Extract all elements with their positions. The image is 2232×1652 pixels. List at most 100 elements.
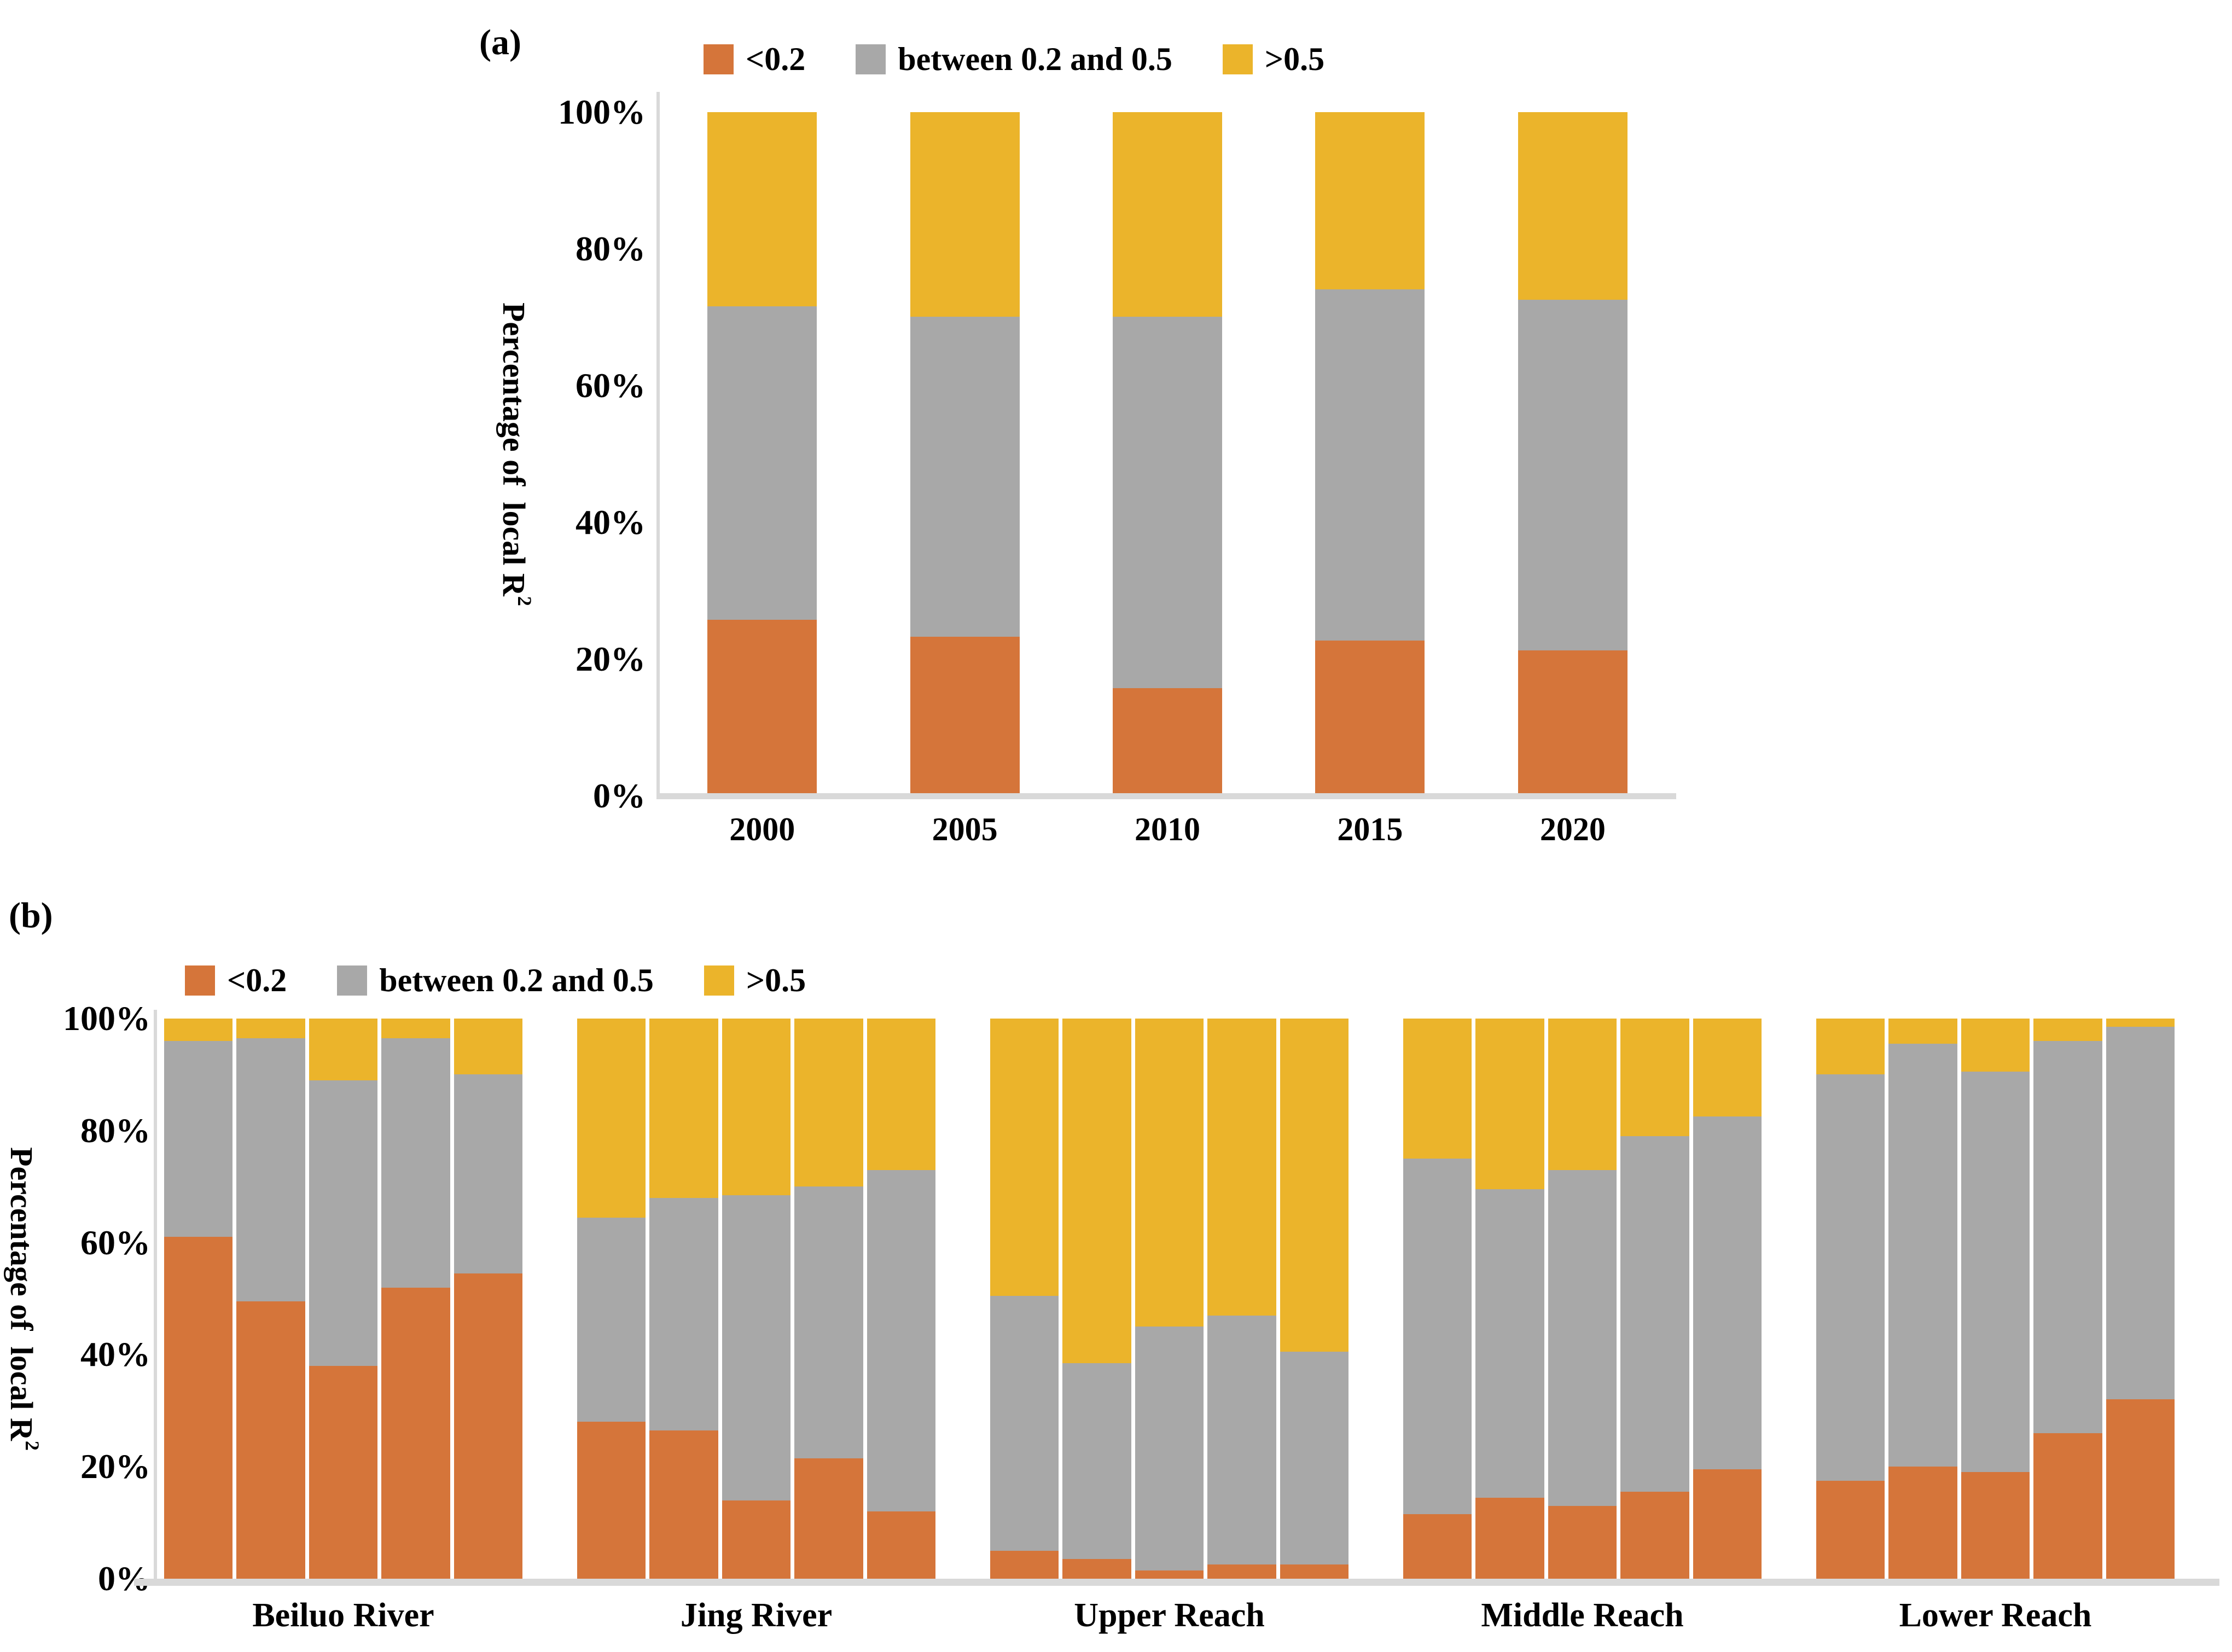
- group-label-upper-reach: Upper Reach: [1074, 1597, 1265, 1634]
- legend-label-lt02: <0.2: [227, 962, 287, 998]
- stacked-bar: [454, 1019, 523, 1579]
- stacked-bar: [1961, 1019, 2030, 1579]
- bar-slot-2000: [661, 112, 863, 794]
- bar-segment-lt02: [990, 1550, 1059, 1579]
- panel-b-legend: <0.2 between 0.2 and 0.5 >0.5: [185, 962, 806, 999]
- bar-segment-gt05: [867, 1019, 936, 1170]
- bar-segment-gt05: [309, 1019, 378, 1080]
- bar-segment-between: [1207, 1315, 1276, 1565]
- bar-segment-gt05: [794, 1019, 863, 1187]
- y-tick-label: 40%: [80, 1335, 150, 1374]
- x-tick-label-2015: 2015: [1337, 811, 1403, 847]
- bar-segment-between: [1548, 1170, 1617, 1506]
- bar-segment-gt05: [1518, 112, 1628, 300]
- bar-slot-2005: [863, 112, 1066, 794]
- bar-segment-lt02: [1062, 1559, 1131, 1579]
- group-label-middle-reach: Middle Reach: [1481, 1597, 1684, 1634]
- bar-segment-lt02: [1693, 1469, 1762, 1579]
- bar-segment-between: [454, 1074, 523, 1273]
- stacked-bar-2005: [910, 112, 1020, 794]
- panel-b-group-labels: Beiluo River Jing River Upper Reach Middle …: [164, 1596, 2175, 1635]
- bar-segment-lt02: [722, 1500, 791, 1579]
- legend-item-lt02: <0.2: [185, 962, 287, 999]
- bar-segment-between: [910, 316, 1020, 637]
- bar-segment-gt05: [707, 112, 817, 307]
- y-tick-label: 100%: [63, 999, 150, 1038]
- bar-segment-between: [722, 1195, 791, 1500]
- legend-label-between: between 0.2 and 0.5: [379, 962, 654, 998]
- bar-segment-between: [1062, 1363, 1131, 1560]
- panel-b-plot-area: [164, 1019, 2175, 1579]
- y-tick-label: 0%: [593, 776, 646, 815]
- bar-slot-2020: [1472, 112, 1674, 794]
- bar-segment-lt02: [794, 1458, 863, 1579]
- x-tick-label-2005: 2005: [932, 811, 998, 847]
- bar-segment-gt05: [577, 1019, 646, 1218]
- legend-swatch-gt05-icon: [704, 965, 734, 996]
- bar-segment-gt05: [1062, 1019, 1131, 1363]
- stacked-bar: [381, 1019, 450, 1579]
- bar-segment-gt05: [1113, 112, 1223, 317]
- bar-segment-between: [236, 1038, 305, 1302]
- panel-a-x-tick-labels: 2000 2005 2010 2015 2020: [661, 811, 1674, 848]
- stacked-bar-2000: [707, 112, 817, 794]
- stacked-bar: [1207, 1019, 1276, 1579]
- bar-segment-gt05: [1135, 1019, 1204, 1327]
- bar-segment-gt05: [1315, 112, 1425, 289]
- y-tick-label: 0%: [98, 1559, 150, 1598]
- bar-segment-gt05: [236, 1019, 305, 1038]
- panel-a-y-axis-title: Percentage of local R2: [496, 112, 536, 796]
- bar-segment-gt05: [2106, 1019, 2175, 1027]
- panel-a-plot-area: [661, 112, 1674, 794]
- bar-segment-between: [1620, 1136, 1689, 1492]
- stacked-bar: [577, 1019, 646, 1579]
- bar-segment-between: [1693, 1116, 1762, 1470]
- bar-segment-between: [1961, 1072, 2030, 1473]
- bar-segment-between: [1475, 1189, 1544, 1498]
- stacked-bar: [1693, 1019, 1762, 1579]
- x-tick-label-2010: 2010: [1135, 811, 1201, 847]
- bar-segment-gt05: [1816, 1019, 1885, 1075]
- bar-segment-between: [867, 1170, 936, 1512]
- bar-segment-gt05: [454, 1019, 523, 1075]
- stacked-bar: [1062, 1019, 1131, 1579]
- stacked-bar-2010: [1113, 112, 1223, 794]
- bar-segment-gt05: [381, 1019, 450, 1038]
- bar-segment-gt05: [1403, 1019, 1472, 1159]
- legend-swatch-between-icon: [337, 965, 368, 996]
- panel-a-y-axis-title-text: Percentage of local R: [496, 302, 532, 596]
- stacked-bar: [2033, 1019, 2102, 1579]
- legend-label-gt05: >0.5: [746, 962, 806, 998]
- legend-swatch-lt02-icon: [704, 44, 734, 74]
- bar-segment-between: [309, 1080, 378, 1366]
- stacked-bar: [309, 1019, 378, 1579]
- bar-segment-lt02: [1113, 688, 1223, 794]
- panel-b-y-axis-title: Percentage of local R2: [4, 1019, 43, 1579]
- panel-b-y-ticks: 0% 20% 40% 60% 80% 100%: [22, 999, 150, 1598]
- legend-label-lt02: <0.2: [746, 41, 806, 77]
- bar-segment-between: [2033, 1040, 2102, 1433]
- bar-segment-gt05: [2033, 1019, 2102, 1041]
- bar-segment-between: [1403, 1159, 1472, 1515]
- bar-segment-between: [577, 1217, 646, 1422]
- stacked-bar: [649, 1019, 718, 1579]
- bar-segment-between: [164, 1040, 233, 1237]
- panel-a-x-axis-line: [656, 793, 1676, 799]
- bar-segment-between: [707, 306, 817, 620]
- bar-segment-lt02: [164, 1237, 233, 1579]
- bar-segment-lt02: [2106, 1399, 2175, 1579]
- stacked-bar: [1816, 1019, 1885, 1579]
- bar-segment-lt02: [1518, 650, 1628, 794]
- bar-segment-lt02: [1475, 1497, 1544, 1579]
- bar-segment-lt02: [1280, 1564, 1349, 1579]
- bar-segment-lt02: [1816, 1480, 1885, 1579]
- y-tick-label: 80%: [576, 229, 646, 268]
- bar-segment-between: [794, 1186, 863, 1458]
- bar-segment-lt02: [1888, 1467, 1957, 1579]
- stacked-bar: [1548, 1019, 1617, 1579]
- group-label-beiluo-river: Beiluo River: [252, 1597, 434, 1634]
- bar-segment-lt02: [1207, 1564, 1276, 1579]
- panel-a-legend: <0.2 between 0.2 and 0.5 >0.5: [704, 40, 1324, 78]
- x-tick-label-2020: 2020: [1539, 811, 1606, 847]
- bar-segment-gt05: [1280, 1019, 1349, 1352]
